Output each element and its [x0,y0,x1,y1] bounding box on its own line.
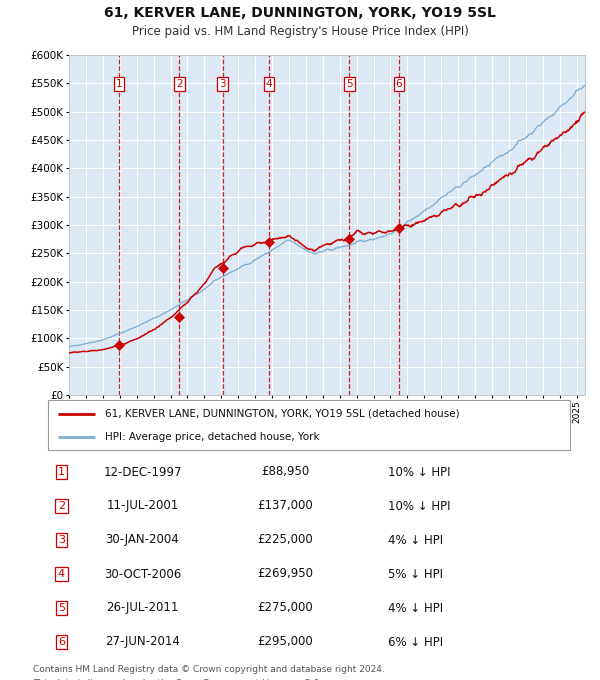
Text: 61, KERVER LANE, DUNNINGTON, YORK, YO19 5SL: 61, KERVER LANE, DUNNINGTON, YORK, YO19 … [104,6,496,20]
Text: 12-DEC-1997: 12-DEC-1997 [103,466,182,479]
Text: 4% ↓ HPI: 4% ↓ HPI [388,534,443,547]
Text: 4: 4 [58,569,65,579]
Text: This data is licensed under the Open Government Licence v3.0.: This data is licensed under the Open Gov… [33,679,322,680]
Text: 2: 2 [176,79,183,89]
Text: 2: 2 [58,501,65,511]
Text: 10% ↓ HPI: 10% ↓ HPI [388,466,451,479]
Text: £88,950: £88,950 [262,466,310,479]
Text: Contains HM Land Registry data © Crown copyright and database right 2024.: Contains HM Land Registry data © Crown c… [33,665,385,674]
Text: £137,000: £137,000 [258,500,313,513]
Text: £225,000: £225,000 [258,534,313,547]
Text: 10% ↓ HPI: 10% ↓ HPI [388,500,451,513]
Text: 27-JUN-2014: 27-JUN-2014 [105,636,180,649]
Text: 6% ↓ HPI: 6% ↓ HPI [388,636,443,649]
Text: 3: 3 [58,535,65,545]
Text: Price paid vs. HM Land Registry's House Price Index (HPI): Price paid vs. HM Land Registry's House … [131,25,469,39]
Text: 6: 6 [58,637,65,647]
Text: £275,000: £275,000 [258,602,313,615]
Text: 5: 5 [346,79,353,89]
Text: 4% ↓ HPI: 4% ↓ HPI [388,602,443,615]
Text: 26-JUL-2011: 26-JUL-2011 [106,602,179,615]
Text: 1: 1 [58,467,65,477]
Text: £269,950: £269,950 [257,568,314,581]
Text: 3: 3 [220,79,226,89]
Text: HPI: Average price, detached house, York: HPI: Average price, detached house, York [106,432,320,441]
Text: 30-JAN-2004: 30-JAN-2004 [106,534,179,547]
Text: 61, KERVER LANE, DUNNINGTON, YORK, YO19 5SL (detached house): 61, KERVER LANE, DUNNINGTON, YORK, YO19 … [106,409,460,418]
Text: 6: 6 [395,79,402,89]
Text: 11-JUL-2001: 11-JUL-2001 [106,500,179,513]
Text: 5: 5 [58,603,65,613]
Text: 5% ↓ HPI: 5% ↓ HPI [388,568,443,581]
Text: 1: 1 [116,79,122,89]
Text: £295,000: £295,000 [258,636,313,649]
FancyBboxPatch shape [48,400,570,450]
Text: 4: 4 [266,79,272,89]
Text: 30-OCT-2006: 30-OCT-2006 [104,568,181,581]
